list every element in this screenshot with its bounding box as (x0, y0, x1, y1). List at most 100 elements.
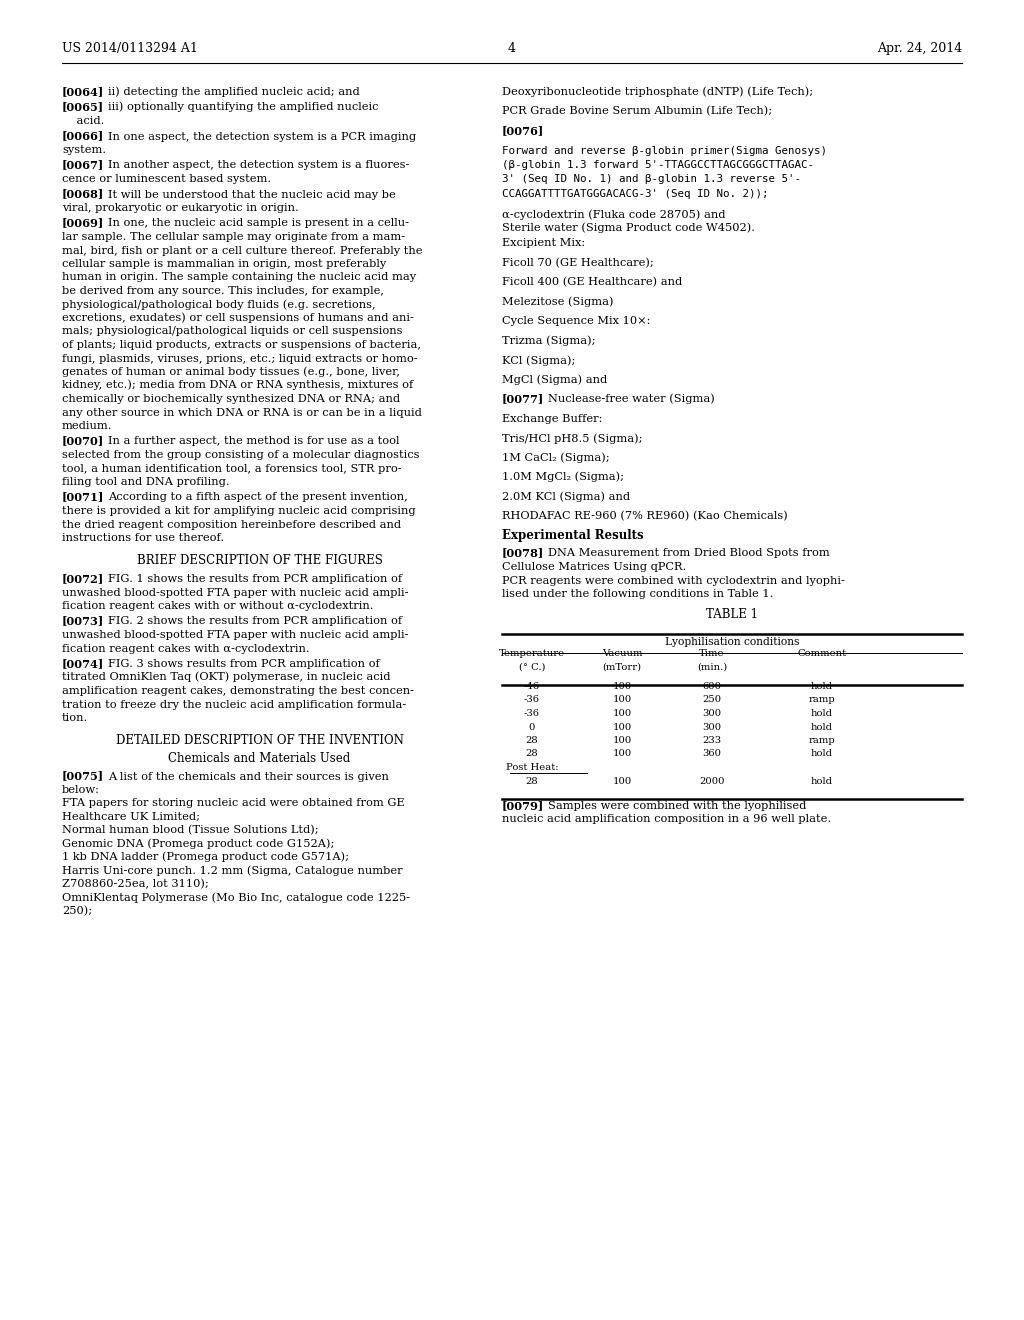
Text: medium.: medium. (62, 421, 113, 432)
Text: selected from the group consisting of a molecular diagnostics: selected from the group consisting of a … (62, 450, 420, 459)
Text: 300: 300 (702, 709, 722, 718)
Text: 1.0M MgCl₂ (Sigma);: 1.0M MgCl₂ (Sigma); (502, 473, 624, 483)
Text: In another aspect, the detection system is a fluores-: In another aspect, the detection system … (108, 161, 410, 170)
Text: [0066]: [0066] (62, 131, 104, 141)
Text: 100: 100 (612, 737, 632, 744)
Text: According to a fifth aspect of the present invention,: According to a fifth aspect of the prese… (108, 492, 408, 503)
Text: [0077]: [0077] (502, 393, 544, 404)
Text: ramp: ramp (809, 696, 836, 705)
Text: Cellulose Matrices Using qPCR.: Cellulose Matrices Using qPCR. (502, 562, 686, 572)
Text: Comment: Comment (798, 649, 847, 657)
Text: -36: -36 (524, 709, 540, 718)
Text: excretions, exudates) or cell suspensions of humans and ani-: excretions, exudates) or cell suspension… (62, 313, 414, 323)
Text: OmniKlentaq Polymerase (Mo Bio Inc, catalogue code 1225-: OmniKlentaq Polymerase (Mo Bio Inc, cata… (62, 892, 411, 903)
Text: α-cyclodextrin (Fluka code 28705) and: α-cyclodextrin (Fluka code 28705) and (502, 209, 725, 219)
Text: 28: 28 (525, 776, 539, 785)
Text: 100: 100 (612, 750, 632, 759)
Text: MgCl (Sigma) and: MgCl (Sigma) and (502, 375, 607, 385)
Text: 233: 233 (702, 737, 722, 744)
Text: 1M CaCl₂ (Sigma);: 1M CaCl₂ (Sigma); (502, 453, 609, 463)
Text: PCR Grade Bovine Serum Albumin (Life Tech);: PCR Grade Bovine Serum Albumin (Life Tec… (502, 106, 772, 116)
Text: 100: 100 (612, 696, 632, 705)
Text: 250);: 250); (62, 907, 92, 916)
Text: [0073]: [0073] (62, 615, 104, 627)
Text: Experimental Results: Experimental Results (502, 529, 644, 543)
Text: [0064]: [0064] (62, 86, 104, 96)
Text: [0072]: [0072] (62, 573, 104, 583)
Text: BRIEF DESCRIPTION OF THE FIGURES: BRIEF DESCRIPTION OF THE FIGURES (136, 554, 382, 568)
Text: Melezitose (Sigma): Melezitose (Sigma) (502, 297, 613, 308)
Text: KCl (Sigma);: KCl (Sigma); (502, 355, 575, 366)
Text: acid.: acid. (62, 116, 104, 125)
Text: hold: hold (811, 722, 833, 731)
Text: hold: hold (811, 750, 833, 759)
Text: Nuclease-free water (Sigma): Nuclease-free water (Sigma) (548, 393, 715, 404)
Text: ramp: ramp (809, 737, 836, 744)
Text: human in origin. The sample containing the nucleic acid may: human in origin. The sample containing t… (62, 272, 416, 282)
Text: [0067]: [0067] (62, 160, 104, 170)
Text: tion.: tion. (62, 713, 88, 723)
Text: Ficoll 70 (GE Healthcare);: Ficoll 70 (GE Healthcare); (502, 257, 653, 268)
Text: [0069]: [0069] (62, 218, 104, 228)
Text: DETAILED DESCRIPTION OF THE INVENTION: DETAILED DESCRIPTION OF THE INVENTION (116, 734, 403, 747)
Text: (β-globin 1.3 forward 5'-TTAGGCCTTAGCGGGCTTAGAC-: (β-globin 1.3 forward 5'-TTAGGCCTTAGCGGG… (502, 160, 814, 170)
Text: mal, bird, fish or plant or a cell culture thereof. Preferably the: mal, bird, fish or plant or a cell cultu… (62, 246, 423, 256)
Text: (mTorr): (mTorr) (602, 663, 642, 672)
Text: CCAGGATTTTGATGGGACACG-3' (Seq ID No. 2));: CCAGGATTTTGATGGGACACG-3' (Seq ID No. 2))… (502, 189, 768, 199)
Text: [0075]: [0075] (62, 771, 104, 781)
Text: FTA papers for storing nucleic acid were obtained from GE: FTA papers for storing nucleic acid were… (62, 799, 404, 808)
Text: 28: 28 (525, 737, 539, 744)
Text: [0068]: [0068] (62, 189, 104, 199)
Text: physiological/pathological body fluids (e.g. secretions,: physiological/pathological body fluids (… (62, 298, 376, 309)
Text: Exchange Buffer:: Exchange Buffer: (502, 414, 602, 424)
Text: lar sample. The cellular sample may originate from a mam-: lar sample. The cellular sample may orig… (62, 232, 406, 242)
Text: Forward and reverse β-globin primer(Sigma Genosys): Forward and reverse β-globin primer(Sigm… (502, 145, 827, 156)
Text: viral, prokaryotic or eukaryotic in origin.: viral, prokaryotic or eukaryotic in orig… (62, 203, 299, 213)
Text: 2000: 2000 (699, 776, 725, 785)
Text: there is provided a kit for amplifying nucleic acid comprising: there is provided a kit for amplifying n… (62, 506, 416, 516)
Text: Temperature: Temperature (499, 649, 565, 657)
Text: 100: 100 (612, 709, 632, 718)
Text: instructions for use thereof.: instructions for use thereof. (62, 533, 224, 543)
Text: TABLE 1: TABLE 1 (706, 609, 758, 622)
Text: tool, a human identification tool, a forensics tool, STR pro-: tool, a human identification tool, a for… (62, 463, 401, 474)
Text: US 2014/0113294 A1: US 2014/0113294 A1 (62, 42, 198, 55)
Text: below:: below: (62, 785, 100, 795)
Text: be derived from any source. This includes, for example,: be derived from any source. This include… (62, 286, 384, 296)
Text: Sterile water (Sigma Product code W4502).: Sterile water (Sigma Product code W4502)… (502, 223, 755, 234)
Text: In a further aspect, the method is for use as a tool: In a further aspect, the method is for u… (108, 437, 399, 446)
Text: [0065]: [0065] (62, 102, 104, 112)
Text: titrated OmniKlen Taq (OKT) polymerase, in nucleic acid: titrated OmniKlen Taq (OKT) polymerase, … (62, 672, 390, 682)
Text: (min.): (min.) (697, 663, 727, 672)
Text: hold: hold (811, 682, 833, 690)
Text: filing tool and DNA profiling.: filing tool and DNA profiling. (62, 477, 229, 487)
Text: 1 kb DNA ladder (Promega product code G571A);: 1 kb DNA ladder (Promega product code G5… (62, 851, 349, 862)
Text: hold: hold (811, 776, 833, 785)
Text: 100: 100 (612, 722, 632, 731)
Text: unwashed blood-spotted FTA paper with nucleic acid ampli-: unwashed blood-spotted FTA paper with nu… (62, 587, 409, 598)
Text: 360: 360 (702, 750, 722, 759)
Text: 100: 100 (612, 776, 632, 785)
Text: mals; physiological/pathological liquids or cell suspensions: mals; physiological/pathological liquids… (62, 326, 402, 337)
Text: RHODAFAC RE-960 (7% RE960) (Kao Chemicals): RHODAFAC RE-960 (7% RE960) (Kao Chemical… (502, 511, 787, 521)
Text: [0071]: [0071] (62, 491, 104, 503)
Text: (° C.): (° C.) (519, 663, 545, 672)
Text: unwashed blood-spotted FTA paper with nucleic acid ampli-: unwashed blood-spotted FTA paper with nu… (62, 630, 409, 640)
Text: Tris/HCl pH8.5 (Sigma);: Tris/HCl pH8.5 (Sigma); (502, 433, 642, 444)
Text: hold: hold (811, 709, 833, 718)
Text: DNA Measurement from Dried Blood Spots from: DNA Measurement from Dried Blood Spots f… (548, 549, 829, 558)
Text: 600: 600 (702, 682, 722, 690)
Text: tration to freeze dry the nucleic acid amplification formula-: tration to freeze dry the nucleic acid a… (62, 700, 407, 710)
Text: nucleic acid amplification composition in a 96 well plate.: nucleic acid amplification composition i… (502, 814, 831, 825)
Text: FIG. 3 shows results from PCR amplification of: FIG. 3 shows results from PCR amplificat… (108, 659, 380, 669)
Text: lised under the following conditions in Table 1.: lised under the following conditions in … (502, 589, 773, 599)
Text: 0: 0 (528, 722, 536, 731)
Text: Genomic DNA (Promega product code G152A);: Genomic DNA (Promega product code G152A)… (62, 838, 335, 849)
Text: kidney, etc.); media from DNA or RNA synthesis, mixtures of: kidney, etc.); media from DNA or RNA syn… (62, 380, 414, 391)
Text: Deoxyribonucleotide triphosphate (dNTP) (Life Tech);: Deoxyribonucleotide triphosphate (dNTP) … (502, 86, 813, 96)
Text: cellular sample is mammalian in origin, most preferably: cellular sample is mammalian in origin, … (62, 259, 386, 269)
Text: Vacuum: Vacuum (602, 649, 642, 657)
Text: Healthcare UK Limited;: Healthcare UK Limited; (62, 812, 200, 822)
Text: Trizma (Sigma);: Trizma (Sigma); (502, 335, 596, 346)
Text: chemically or biochemically synthesized DNA or RNA; and: chemically or biochemically synthesized … (62, 393, 400, 404)
